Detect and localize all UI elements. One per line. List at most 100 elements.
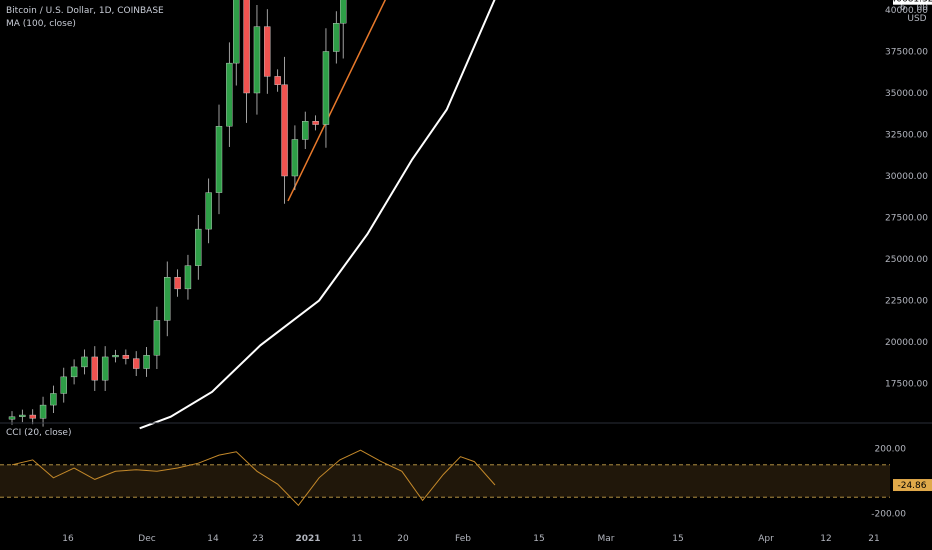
- candle-body: [205, 192, 212, 230]
- candle-body: [70, 366, 78, 378]
- candle: [112, 349, 119, 363]
- candle-body: [274, 76, 281, 85]
- price-tick-label-partial: 6: [900, 3, 906, 13]
- cci-badge: -24.86: [893, 479, 932, 492]
- candle: [215, 104, 223, 215]
- candle-body: [281, 84, 288, 177]
- price-tick-label: 37500.00: [885, 48, 928, 58]
- candle-body: [302, 121, 309, 140]
- candle: [174, 269, 181, 297]
- time-tick-label: 20: [397, 534, 409, 544]
- candle-body: [153, 320, 161, 356]
- currency-label: USD: [907, 14, 926, 24]
- candle-body: [91, 356, 99, 381]
- candle-body: [312, 121, 319, 125]
- candle: [302, 111, 309, 150]
- price-axis: 17500.00 20000.00 22500.00 25000.00 27500.00…: [871, 3, 929, 519]
- price-tick-label: 32500.00: [885, 131, 928, 141]
- time-axis: 16 Dec 14 23 2021 11 20 Feb 15 Mar 15 Apr 12 21: [62, 534, 879, 544]
- candle-body: [19, 414, 26, 417]
- cci-badge-text: -24.86: [897, 481, 926, 491]
- candle: [253, 5, 261, 115]
- candle: [60, 367, 67, 403]
- candle: [195, 215, 202, 280]
- candle: [281, 56, 288, 204]
- candle-body: [50, 393, 57, 406]
- candle-body: [233, 0, 240, 64]
- candle-body: [132, 358, 140, 369]
- candle: [70, 359, 78, 385]
- candle-body: [264, 26, 271, 77]
- candle: [226, 42, 233, 147]
- price-tick-label: 35000.00: [885, 89, 928, 99]
- cci-tick-label: 200.00: [875, 445, 907, 455]
- candle: [29, 409, 36, 425]
- cci-badge-bg: [893, 479, 932, 492]
- symbol-legend[interactable]: Bitcoin / U.S. Dollar, 1D, COINBASE: [6, 6, 164, 16]
- candle-body: [226, 62, 233, 127]
- candle-body: [39, 404, 47, 419]
- price-tick-label: 40000.00: [885, 6, 928, 16]
- candle: [50, 385, 57, 413]
- candle: [322, 28, 330, 148]
- time-tick-label: 15: [672, 534, 683, 544]
- candle: [122, 349, 130, 365]
- candle: [132, 351, 140, 377]
- ma-badge-bg: [893, 0, 932, 5]
- candle: [39, 396, 47, 427]
- axis-badges: 54205.9119:22:0940681.32-24.86: [891, 0, 932, 492]
- candle: [101, 346, 109, 391]
- cci-legend[interactable]: CCI (20, close): [6, 428, 72, 438]
- ma-line: [139, 0, 496, 430]
- candle-body: [322, 51, 330, 125]
- price-tick-label-partial: 00: [917, 3, 929, 13]
- candle: [264, 9, 271, 94]
- cci-line: [11, 449, 496, 507]
- candle-body: [340, 0, 347, 24]
- time-tick-label: 21: [868, 534, 879, 544]
- candle: [205, 178, 212, 244]
- candle-body: [291, 139, 299, 177]
- time-tick-label: 12: [820, 534, 831, 544]
- candle: [91, 346, 99, 391]
- candle-body: [101, 356, 109, 381]
- ma-badge: 40681.32: [891, 0, 932, 5]
- candle: [81, 349, 88, 375]
- candle: [184, 254, 192, 300]
- time-tick-label: Feb: [455, 534, 471, 544]
- candle-body: [243, 0, 250, 94]
- candle: [312, 115, 319, 131]
- time-tick-label: 14: [207, 534, 219, 544]
- ma-legend[interactable]: MA (100, close): [6, 19, 76, 29]
- time-tick-label: 11: [351, 534, 362, 544]
- candle-body: [215, 125, 223, 193]
- candle-body: [8, 416, 16, 420]
- candle-body: [112, 355, 119, 358]
- candle: [340, 0, 347, 59]
- candle: [19, 409, 26, 423]
- candle: [153, 306, 161, 369]
- candle-body: [333, 23, 340, 52]
- price-tick-label: 20000.00: [885, 338, 928, 348]
- price-tick-label: 22500.00: [885, 297, 928, 307]
- candle-body: [164, 277, 171, 321]
- time-tick-label: Mar: [598, 534, 615, 544]
- candle: [233, 0, 240, 86]
- time-tick-label: 15: [533, 534, 544, 544]
- time-tick-label: 16: [62, 534, 74, 544]
- price-tick-label: 27500.00: [885, 214, 928, 224]
- cci-pane: [0, 449, 890, 507]
- candle: [291, 125, 299, 191]
- candle-body: [143, 355, 150, 369]
- candle-body: [29, 414, 36, 419]
- candle: [143, 346, 150, 377]
- candles: [8, 0, 347, 427]
- candle: [274, 69, 281, 92]
- time-tick-label: 2021: [295, 534, 320, 544]
- price-tick-label: 17500.00: [885, 380, 928, 390]
- candle-body: [81, 356, 88, 368]
- time-tick-label: Dec: [138, 534, 155, 544]
- candle: [333, 11, 340, 64]
- ma-badge-text: 40681.32: [891, 0, 932, 5]
